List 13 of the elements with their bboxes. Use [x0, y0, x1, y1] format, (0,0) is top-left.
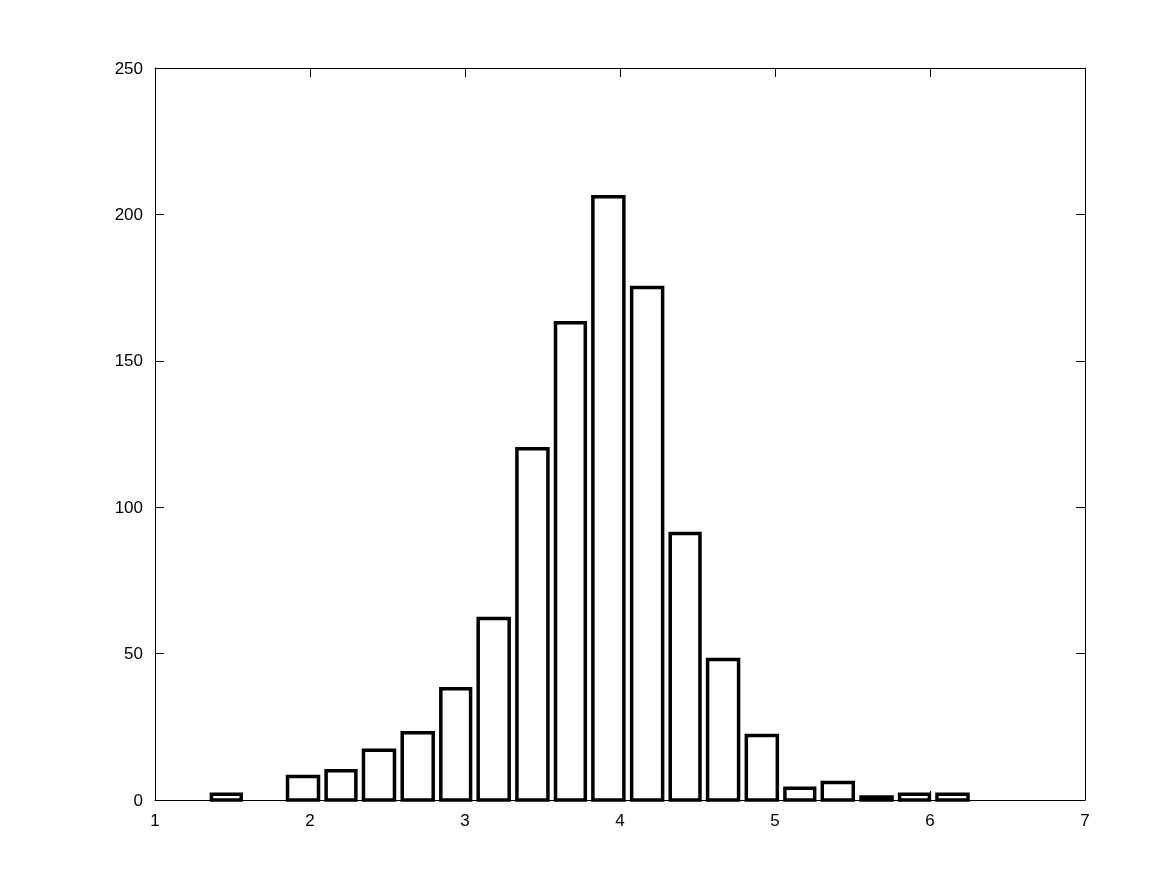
y-tick-label: 0	[133, 790, 143, 810]
y-tick-label: 250	[114, 58, 143, 78]
x-tick-label: 2	[305, 811, 315, 830]
y-tick-label: 50	[124, 644, 143, 664]
x-tick-label: 5	[770, 811, 780, 830]
y-tick-label: 200	[114, 204, 143, 224]
y-tick-label: 100	[114, 497, 143, 517]
x-tick-label: 4	[615, 811, 625, 830]
x-tick-label: 6	[925, 811, 935, 830]
x-tick-label: 1	[150, 811, 160, 830]
x-tick-label: 7	[1080, 811, 1090, 830]
y-tick-label: 150	[114, 351, 143, 371]
x-tick-label: 3	[460, 811, 470, 830]
